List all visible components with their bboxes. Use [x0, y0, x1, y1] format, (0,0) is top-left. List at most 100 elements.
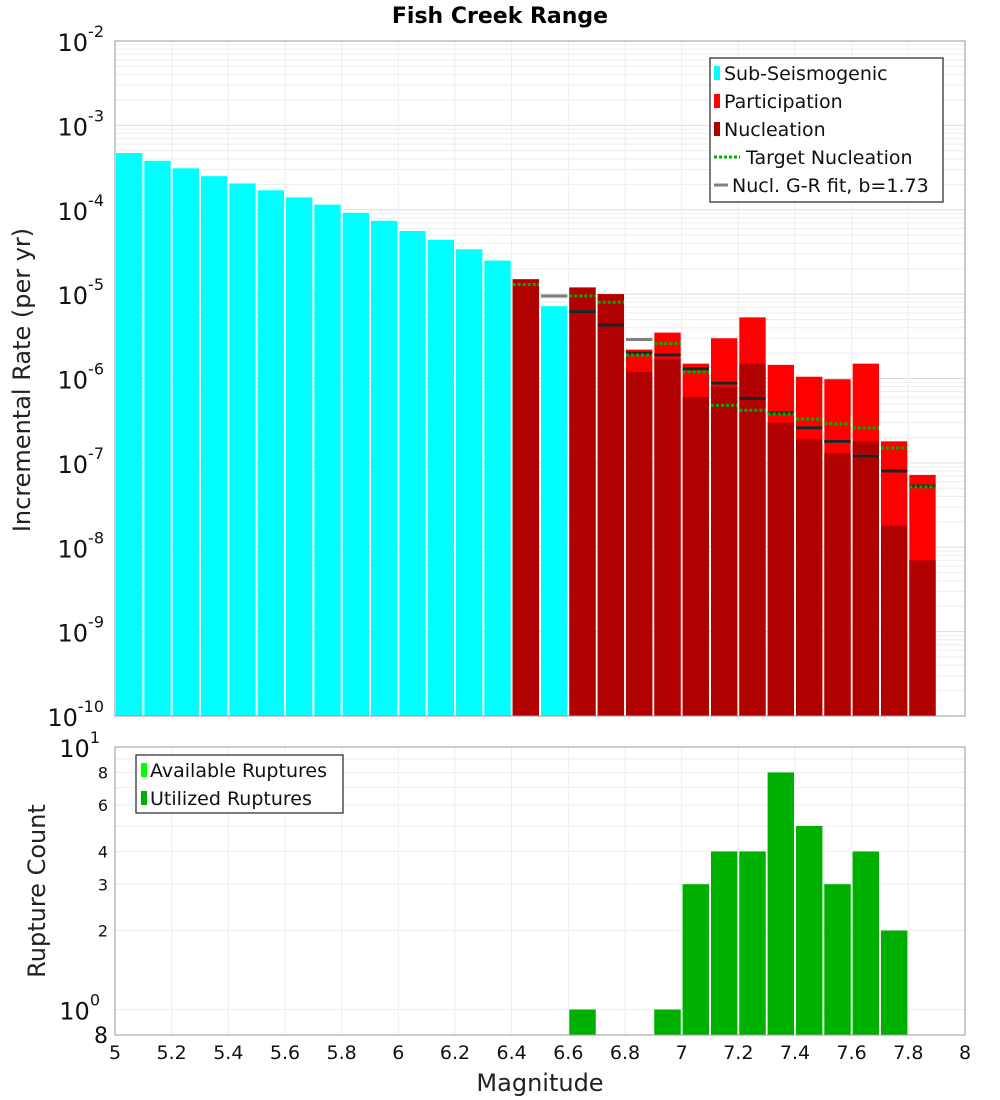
sub-seismogenic-bar [541, 306, 568, 716]
x-tick-label: 5.2 [157, 1042, 187, 1064]
y-tick-exponent: 0 [90, 991, 100, 1010]
top-y-tick-label: 10-7 [58, 444, 105, 479]
top-gridlines [115, 41, 965, 717]
bottom-y-minor-tick-label: 4 [98, 842, 108, 861]
nucleation-bar [739, 363, 766, 716]
nucleation-bar [682, 397, 709, 716]
sub-seismogenic-bar [456, 249, 483, 716]
sub-seismogenic-bar [371, 220, 398, 716]
y-tick-exponent: -6 [88, 360, 104, 379]
bottom-gridlines [115, 747, 965, 1035]
bottom-bars [569, 772, 908, 1035]
y-tick-base: 10 [59, 998, 90, 1026]
sub-seismogenic-bar [427, 239, 454, 716]
utilized-ruptures-bar [711, 851, 738, 1035]
x-tick-label: 7.2 [723, 1042, 753, 1064]
utilized-ruptures-bar [569, 1009, 596, 1035]
x-ticks: 5 5.2 5.4 5.6 5.8 6 6.2 6.4 6.6 6.8 7 7.2 7.4 7.6 7.8 8 [109, 1042, 971, 1064]
bottom-y-minor-tick-label: 8 [98, 763, 108, 782]
nucleation-bar [597, 294, 624, 716]
bottom-y-tick-label: 101 [59, 728, 100, 763]
y-tick-base: 10 [47, 704, 78, 732]
x-tick-label: 6.6 [553, 1042, 583, 1064]
nucleation-bar [909, 560, 936, 716]
sub-seismogenic-bar [172, 168, 199, 716]
y-tick-exponent: -3 [88, 106, 104, 125]
utilized-ruptures-bar [682, 884, 709, 1035]
legend-label-nucleation: Nucleation [724, 119, 826, 141]
chart-title: Fish Creek Range [392, 4, 608, 29]
sub-seismogenic-bar [116, 153, 143, 716]
top-y-tick-label: 10-10 [47, 697, 104, 732]
utilized-ruptures-bar [796, 826, 823, 1035]
y-tick-exponent: -8 [88, 528, 104, 547]
x-tick-label: 6.2 [440, 1042, 470, 1064]
sub-seismogenic-bar [201, 176, 228, 716]
y-tick-exponent: -4 [88, 191, 104, 210]
x-tick-label: 8 [959, 1042, 971, 1064]
sub-seismogenic-bar [229, 183, 256, 716]
top-plot-frame [114, 40, 966, 717]
utilized-ruptures-bar [654, 1009, 681, 1035]
nucleation-bar [881, 525, 908, 716]
nucleation-bar [767, 422, 794, 716]
legend-label-target-nucleation: Target Nucleation [745, 147, 913, 169]
top-y-tick-label: 10-3 [58, 106, 105, 141]
x-axis-label: Magnitude [476, 1069, 603, 1097]
legend-swatch-available [141, 763, 147, 777]
sub-seismogenic-bar [399, 230, 426, 716]
sub-seismogenic-bar [257, 190, 284, 716]
sub-seismogenic-bar [286, 197, 313, 717]
y-tick-base: 10 [58, 367, 89, 395]
top-y-tick-label: 10-2 [58, 22, 105, 57]
legend-label-participation: Participation [724, 91, 843, 113]
nucleation-bar [711, 386, 738, 716]
y-tick-exponent: -2 [88, 22, 104, 41]
nucleation-bar [512, 279, 539, 716]
bottom-y-minor-tick-label: 8 [94, 1024, 108, 1049]
nucleation-bar [654, 359, 681, 716]
y-tick-exponent: -7 [88, 444, 104, 463]
y-tick-base: 10 [58, 620, 89, 648]
legend-swatch-utilized [141, 791, 147, 805]
bottom-y-minor-tick-label: 6 [98, 796, 108, 815]
y-tick-exponent: -10 [78, 697, 104, 716]
y-tick-base: 10 [58, 198, 89, 226]
legend-swatch-participation [714, 94, 720, 108]
y-tick-base: 10 [58, 282, 89, 310]
top-y-tick-label: 10-5 [58, 275, 105, 310]
x-tick-label: 7.8 [893, 1042, 923, 1064]
legend-swatch-sub-seismogenic [714, 66, 720, 80]
legend-label-utilized: Utilized Ruptures [150, 788, 312, 810]
top-legend: Sub-Seismogenic Participation Nucleation… [709, 57, 944, 203]
top-dashes [512, 283, 936, 489]
x-tick-label: 7.4 [780, 1042, 810, 1064]
top-y-axis-label: Incremental Rate (per yr) [8, 228, 36, 532]
utilized-ruptures-bar [881, 930, 908, 1035]
nucleation-bar [852, 441, 879, 716]
y-tick-exponent: -9 [88, 613, 104, 632]
top-y-tick-label: 10-4 [58, 191, 105, 226]
sub-seismogenic-bar [314, 204, 341, 717]
top-y-tick-label: 10-8 [58, 528, 105, 563]
bottom-y-minor-tick-label: 3 [98, 875, 108, 894]
sub-seismogenic-bar [342, 212, 369, 716]
top-y-tick-label: 10-9 [58, 613, 105, 648]
x-tick-label: 6 [392, 1042, 404, 1064]
x-tick-label: 7.6 [837, 1042, 867, 1064]
utilized-ruptures-bar [767, 772, 794, 1035]
legend-label-available: Available Ruptures [150, 760, 327, 782]
x-tick-label: 5.4 [213, 1042, 243, 1064]
bottom-legend: Available Ruptures Utilized Ruptures [135, 754, 344, 814]
utilized-ruptures-bar [739, 851, 766, 1035]
x-tick-label: 5.6 [270, 1042, 300, 1064]
x-tick-label: 5.8 [327, 1042, 357, 1064]
nucleation-bar [824, 453, 851, 716]
x-tick-label: 7 [676, 1042, 688, 1064]
legend-swatch-nucleation [714, 122, 720, 136]
top-bars [116, 153, 936, 717]
bottom-y-axis-label: Rupture Count [23, 804, 51, 978]
bottom-y-tick-label: 100 [59, 991, 100, 1026]
x-tick-label: 6.8 [610, 1042, 640, 1064]
